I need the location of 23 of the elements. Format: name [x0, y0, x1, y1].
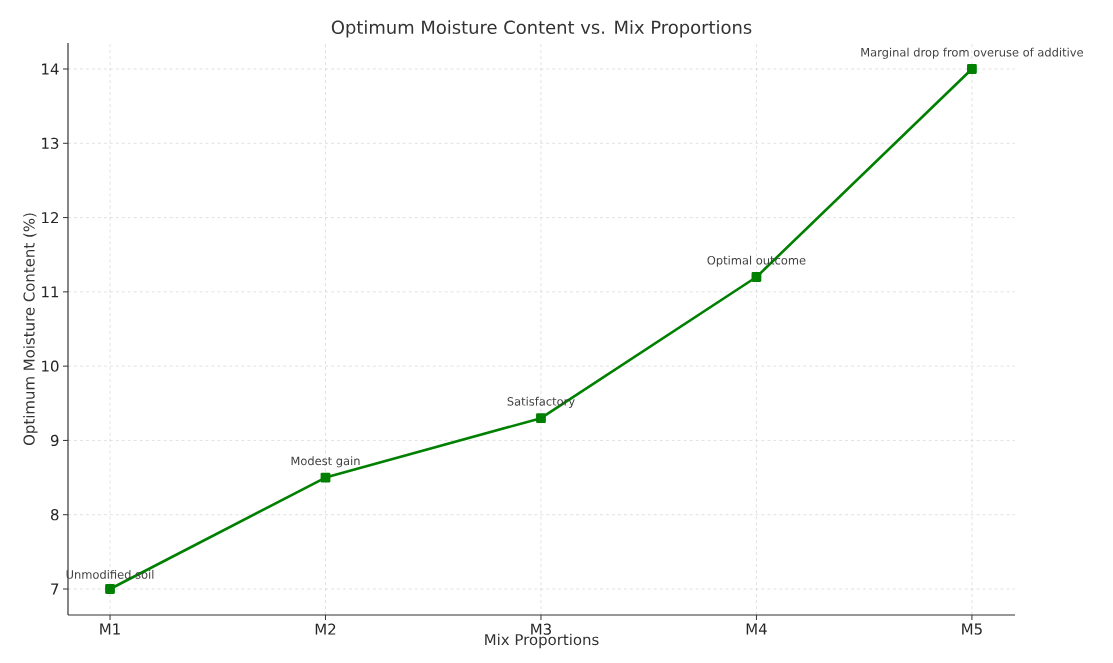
point — [105, 584, 115, 594]
x-tick-label: M4 — [746, 623, 767, 635]
y-tick-label: 14 — [42, 63, 59, 75]
x-tick-label: M2 — [315, 623, 336, 635]
y-tick-label: 9 — [50, 434, 59, 447]
annotation: Modest gain — [291, 456, 360, 468]
y-tick-label: 13 — [42, 137, 59, 149]
point — [967, 64, 977, 74]
y-axis-title: Optimum Moisture Content (%) — [23, 213, 38, 446]
y-tick-label: 11 — [42, 286, 59, 298]
point — [751, 272, 762, 282]
y-tick-label: 12 — [42, 212, 58, 224]
x-tick-label: M1 — [100, 623, 120, 635]
x-tick-label: M3 — [531, 623, 551, 635]
x-tick-label: M5 — [962, 623, 982, 635]
annotation: Marginal drop from overuse of additive — [861, 47, 1083, 59]
point — [320, 472, 331, 483]
y-tick-label: 8 — [50, 509, 59, 521]
point — [536, 413, 546, 424]
x-axis-title: Mix Proportions — [485, 633, 599, 649]
chart-title: Optimum Moisture Content vs. Mix Proportions — [331, 20, 752, 38]
y-tick-label: 7 — [51, 583, 59, 595]
y-tick-label: 10 — [42, 360, 59, 372]
